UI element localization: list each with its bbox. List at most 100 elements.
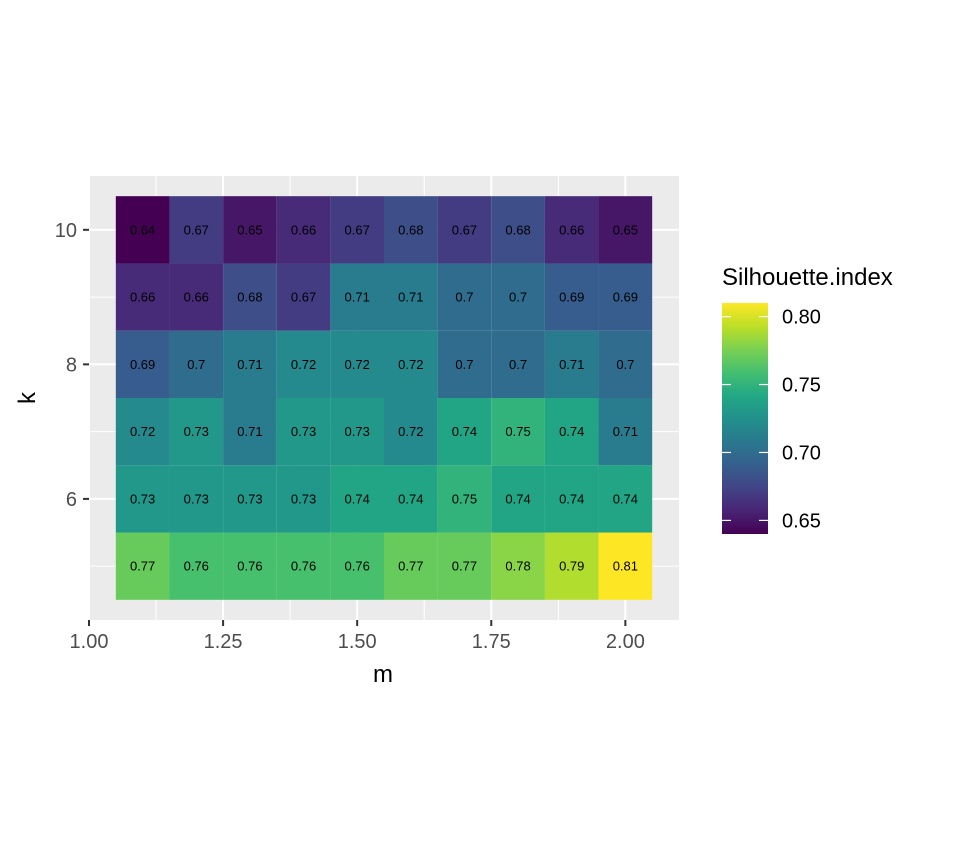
cell-value-label: 0.77 — [398, 559, 423, 574]
cell-value-label: 0.66 — [184, 290, 209, 305]
cell-value-label: 0.73 — [184, 424, 209, 439]
cell-value-label: 0.72 — [398, 424, 423, 439]
x-axis-title: m — [373, 661, 393, 688]
y-tick-label: 6 — [66, 489, 77, 511]
cell-value-label: 0.68 — [398, 222, 423, 237]
legend: Silhouette.index 0.65 0.70 0.75 0.80 — [722, 264, 893, 534]
cell-value-label: 0.71 — [559, 357, 584, 372]
heatmap-tile — [115, 465, 170, 533]
cell-value-label: 0.76 — [184, 559, 209, 574]
heatmap-tile — [544, 263, 599, 331]
heatmap-tile — [169, 465, 224, 533]
heatmap-tile — [544, 465, 599, 533]
heatmap-tile — [384, 398, 438, 466]
legend-colorbar — [722, 303, 768, 534]
heatmap-tile — [384, 263, 438, 331]
heatmap-tile — [491, 196, 545, 264]
y-axis: 6 8 10 — [55, 220, 89, 511]
x-axis: 1.00 1.25 1.50 1.75 2.00 — [70, 620, 645, 653]
heatmap-tile — [598, 330, 653, 398]
cell-value-label: 0.71 — [613, 424, 638, 439]
cell-value-label: 0.74 — [345, 491, 370, 506]
heatmap-tile — [115, 196, 170, 264]
cell-value-label: 0.66 — [130, 290, 155, 305]
cell-value-label: 0.72 — [291, 357, 316, 372]
cell-value-label: 0.71 — [345, 290, 370, 305]
x-tick-label: 1.25 — [204, 631, 243, 653]
cell-value-label: 0.71 — [398, 290, 423, 305]
cell-value-label: 0.73 — [291, 424, 316, 439]
heatmap-tile — [491, 398, 545, 466]
cell-value-label: 0.71 — [237, 357, 262, 372]
cell-labels: 0.77 0.76 0.76 0.76 0.76 0.77 0.77 0.78 0.79 0.81… — [130, 222, 638, 573]
cell-value-label: 0.74 — [505, 491, 530, 506]
heatmap-tile — [437, 196, 492, 264]
heatmap-tile — [437, 330, 492, 398]
legend-title: Silhouette.index — [722, 264, 893, 291]
heatmap-tile — [115, 330, 170, 398]
heatmap-tile — [223, 330, 277, 398]
heatmap-tile — [330, 465, 384, 533]
heatmap-tile — [223, 398, 277, 466]
heatmap-tile — [330, 263, 384, 331]
heatmap-tile — [169, 398, 224, 466]
cell-value-label: 0.68 — [237, 290, 262, 305]
cell-value-label: 0.73 — [130, 491, 155, 506]
cell-value-label: 0.7 — [616, 357, 634, 372]
heatmap-tile — [491, 465, 545, 533]
cell-value-label: 0.76 — [237, 559, 262, 574]
heatmap-tile — [384, 330, 438, 398]
legend-tick-label: 0.75 — [782, 375, 821, 397]
cell-value-label: 0.66 — [559, 222, 584, 237]
cell-value-label: 0.7 — [509, 357, 527, 372]
cell-value-label: 0.67 — [345, 222, 370, 237]
heatmap-tile — [437, 263, 492, 331]
cell-value-label: 0.74 — [398, 491, 423, 506]
heatmap-tile — [598, 398, 653, 466]
cell-value-label: 0.73 — [291, 491, 316, 506]
cell-value-label: 0.76 — [345, 559, 370, 574]
cell-value-label: 0.73 — [345, 424, 370, 439]
heatmap-tile — [276, 330, 331, 398]
heatmap-tile — [276, 532, 331, 600]
cell-value-label: 0.77 — [452, 559, 477, 574]
y-tick-label: 10 — [55, 220, 77, 242]
heatmap-tile — [384, 532, 438, 600]
cell-value-label: 0.78 — [505, 559, 530, 574]
heatmap-tile — [598, 263, 653, 331]
heatmap-tile — [330, 330, 384, 398]
heatmap-tile — [223, 532, 277, 600]
heatmap-tiles — [115, 196, 653, 600]
x-tick-label: 2.00 — [606, 631, 645, 653]
cell-value-label: 0.67 — [184, 222, 209, 237]
cell-value-label: 0.77 — [130, 559, 155, 574]
cell-value-label: 0.74 — [452, 424, 477, 439]
cell-value-label: 0.7 — [455, 290, 473, 305]
cell-value-label: 0.74 — [559, 424, 584, 439]
heatmap-tile — [276, 196, 331, 264]
y-tick-label: 8 — [66, 354, 77, 376]
cell-value-label: 0.75 — [505, 424, 530, 439]
cell-value-label: 0.72 — [345, 357, 370, 372]
cell-value-label: 0.79 — [559, 559, 584, 574]
legend-tick-label: 0.70 — [782, 442, 821, 464]
heatmap-tile — [598, 465, 653, 533]
heatmap-tile — [115, 263, 170, 331]
legend-tick-label: 0.65 — [782, 510, 821, 532]
x-tick-label: 1.75 — [472, 631, 511, 653]
cell-value-label: 0.81 — [613, 559, 638, 574]
heatmap-tile — [330, 532, 384, 600]
cell-value-label: 0.7 — [187, 357, 205, 372]
heatmap-tile — [276, 263, 331, 331]
heatmap-tile — [115, 532, 170, 600]
cell-value-label: 0.74 — [613, 491, 638, 506]
cell-value-label: 0.64 — [130, 222, 155, 237]
heatmap-tile — [384, 465, 438, 533]
heatmap-tile — [276, 465, 331, 533]
heatmap-tile — [169, 196, 224, 264]
cell-value-label: 0.76 — [291, 559, 316, 574]
heatmap-tile — [169, 330, 224, 398]
heatmap-tile — [544, 398, 599, 466]
x-tick-label: 1.00 — [70, 631, 109, 653]
